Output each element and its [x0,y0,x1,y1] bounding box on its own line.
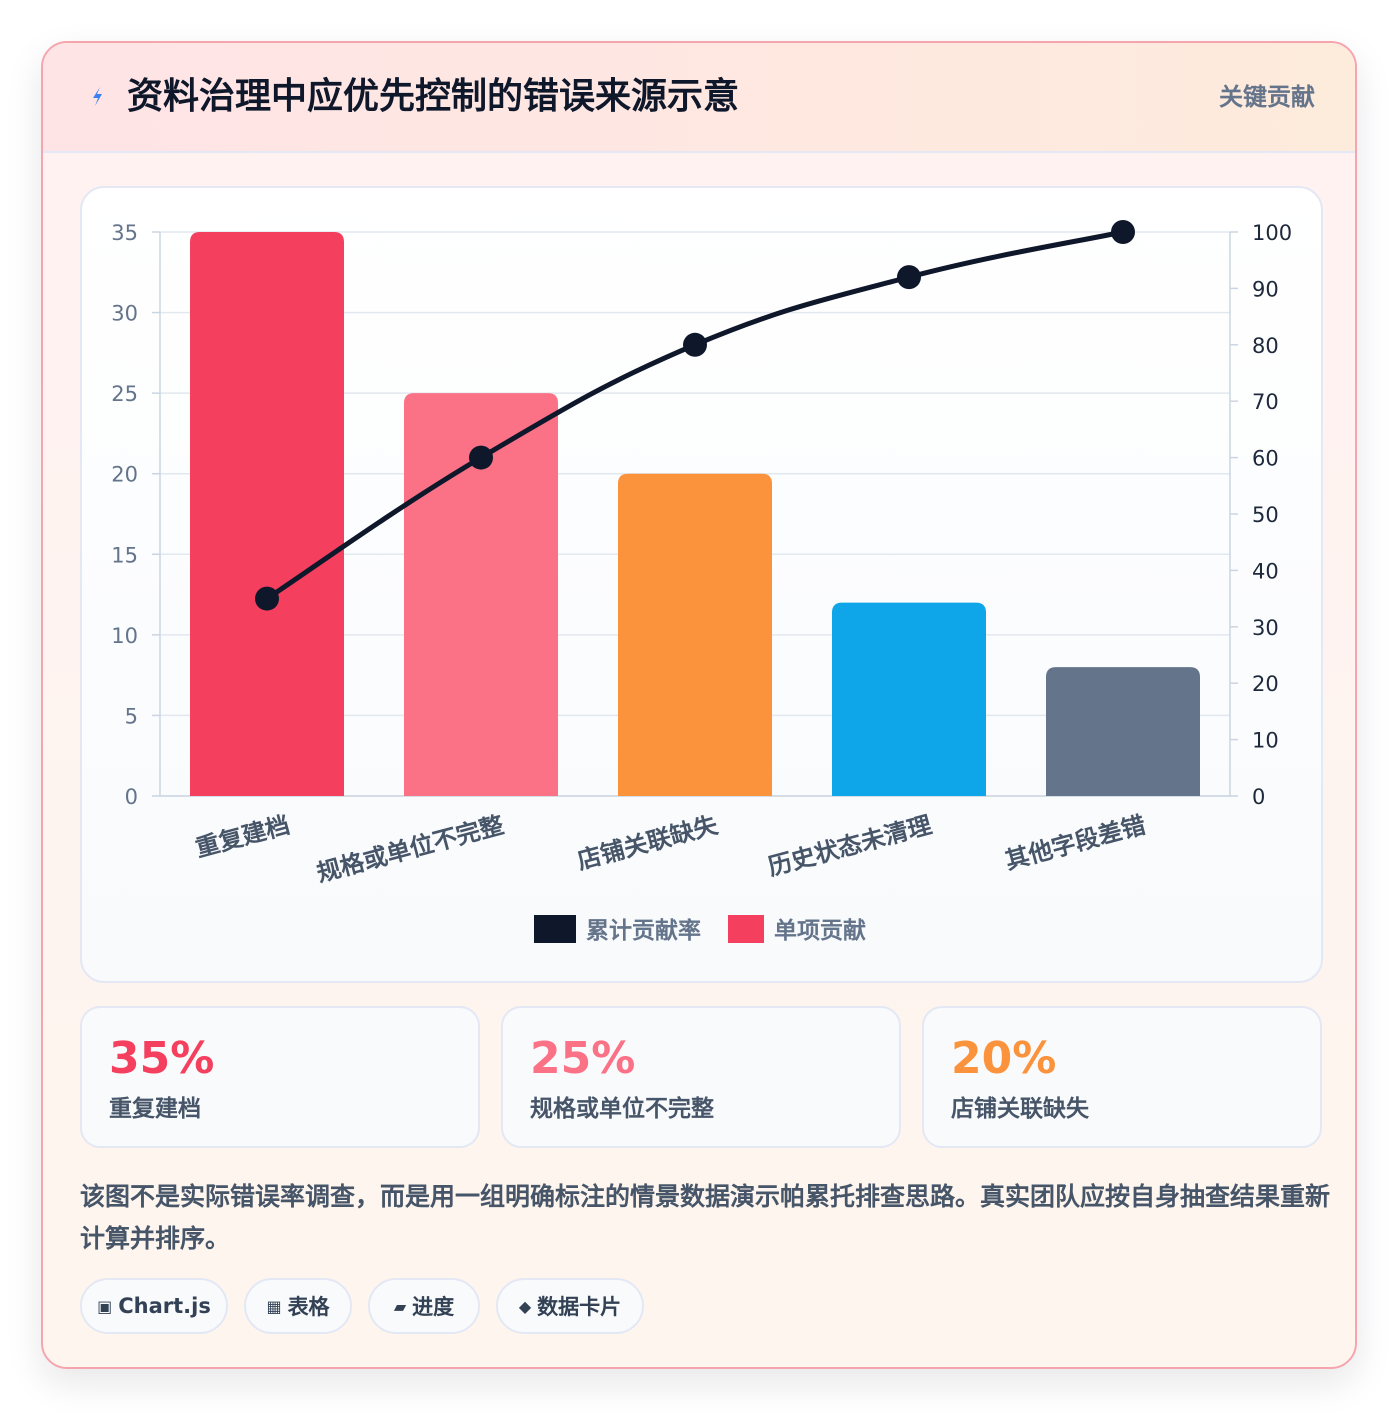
y-left-tick-label: 10 [111,624,138,648]
y-right-tick-label: 70 [1252,390,1279,414]
y-right-tick-label: 0 [1252,785,1265,809]
y-right-tick-label: 40 [1252,559,1279,583]
chip-label: 进度 [412,1295,455,1319]
x-tick-label: 其他字段差错 [1002,811,1148,875]
bar [618,473,772,796]
x-tick-label: 规格或单位不完整 [314,811,507,888]
line-point [683,332,707,357]
chip-progress[interactable]: ▰ 进度 [368,1278,480,1334]
chip-table[interactable]: ▦ 表格 [244,1278,352,1334]
bar [404,393,558,796]
chart-note: 该图不是实际错误率调查，而是用一组明确标注的情景数据演示帕累托排查思路。真实团队… [80,1182,1331,1253]
stat-label: 店铺关联缺失 [951,1096,1089,1122]
legend-swatch [534,915,576,943]
stat-label: 重复建档 [109,1096,201,1122]
bar [190,232,344,796]
y-right-tick-label: 60 [1252,447,1279,471]
y-right-tick-label: 10 [1252,729,1279,753]
progress-icon: ▰ [393,1296,407,1316]
y-right-tick-label: 20 [1252,672,1279,696]
page-title: 资料治理中应优先控制的错误来源示意 [127,76,740,117]
chart-icon: ▣ [97,1296,113,1316]
y-right-tick-label: 80 [1252,334,1279,358]
legend-swatch [728,915,764,943]
y-left-tick-label: 15 [111,543,138,567]
chart-card: 资料治理中应优先控制的错误来源示意 关键贡献 0 5 10 15 20 25 30 35 0 10… [41,41,1357,1369]
chip-label: Chart.js [118,1294,211,1318]
x-tick-label: 店铺关联缺失 [574,810,721,875]
line-point [897,265,921,290]
diamond-icon: ◆ [518,1296,532,1316]
stat-card: 35% 重复建档 [80,1006,480,1148]
y-right-tick-label: 30 [1252,616,1279,640]
line-point [469,445,493,470]
legend-label: 累计贡献率 [586,917,701,944]
line-point [1111,220,1135,244]
y-left-tick-label: 25 [111,382,138,406]
y-right-tick-label: 50 [1252,503,1279,527]
y-left-tick-label: 30 [111,302,138,326]
table-icon: ▦ [266,1296,282,1316]
bar [832,602,986,796]
y-right-tick-label: 90 [1252,277,1279,301]
stat-value: 25% [530,1033,636,1084]
stat-value: 20% [951,1033,1057,1084]
y-left-tick-label: 20 [111,463,138,487]
x-tick-label: 历史状态未清理 [765,811,935,882]
header-tag: 关键贡献 [1219,83,1315,111]
stat-card: 20% 店铺关联缺失 [922,1006,1322,1148]
bolt-icon [93,87,102,106]
y-right-tick-label: 100 [1252,221,1292,245]
chip-label: 表格 [287,1295,330,1319]
chip-label: 数据卡片 [537,1295,622,1319]
pareto-chart: 0 5 10 15 20 25 30 35 0 10 20 30 40 50 60 70 80 90 100 重复建档… [111,220,1292,944]
chip-data-card[interactable]: ◆ 数据卡片 [496,1278,644,1334]
y-left-tick-label: 5 [125,704,138,728]
y-left-tick-label: 0 [125,785,138,809]
bar [1046,667,1200,796]
legend-label: 单项贡献 [774,918,866,944]
x-tick-label: 重复建档 [193,811,293,863]
stat-card: 25% 规格或单位不完整 [501,1006,901,1148]
y-left-tick-label: 35 [111,221,138,245]
chart-panel: 0 5 10 15 20 25 30 35 0 10 20 30 40 50 60 70 80 90 100 重复建档… [80,186,1323,983]
card-header: 资料治理中应优先控制的错误来源示意 关键贡献 [43,43,1355,153]
line-point [255,586,279,611]
chip-chartjs[interactable]: ▣ Chart.js [80,1278,228,1334]
stat-label: 规格或单位不完整 [530,1096,714,1122]
stat-value: 35% [109,1033,215,1084]
